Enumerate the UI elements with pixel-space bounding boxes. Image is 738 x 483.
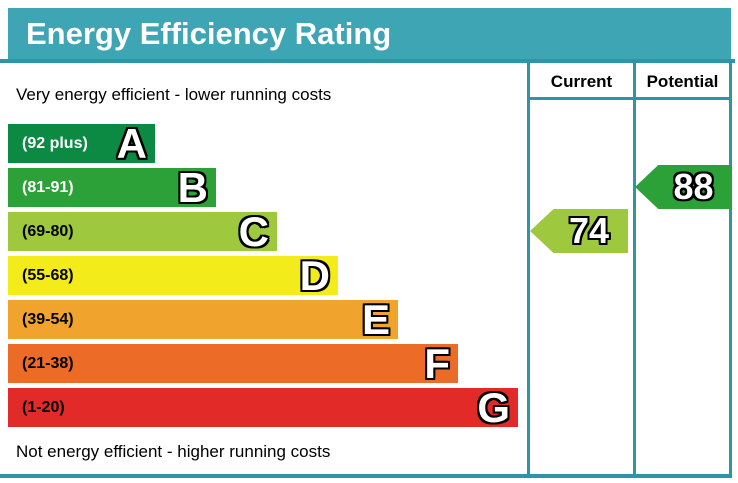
band-b: (81-91) B — [8, 164, 216, 211]
top-border-line — [0, 59, 735, 63]
current-column-left-border — [527, 63, 530, 474]
bottom-border-line — [0, 474, 732, 478]
column-header-current: Current — [550, 72, 613, 91]
band-letter: D — [299, 252, 330, 299]
potential-column-left-border — [633, 63, 636, 474]
band-e: (39-54) E — [8, 296, 398, 343]
band-letter: E — [361, 296, 390, 343]
band-range-label: (21-38) — [22, 354, 74, 372]
potential-rating-value: 88 — [673, 166, 714, 207]
band-letter: B — [177, 164, 208, 211]
band-range-label: (92 plus) — [22, 134, 88, 152]
band-letter: A — [116, 120, 147, 167]
band-letter: F — [424, 340, 450, 387]
band-range-label: (1-20) — [22, 398, 65, 416]
chart-title-bar: Energy Efficiency Rating — [8, 8, 731, 59]
band-c: (69-80) C — [8, 208, 277, 255]
table-right-border — [729, 63, 732, 474]
chart-title: Energy Efficiency Rating — [26, 15, 392, 51]
column-header-potential: Potential — [646, 72, 719, 91]
header-underline — [527, 97, 732, 100]
band-range-label: (69-80) — [22, 222, 74, 240]
current-rating-value: 74 — [568, 210, 610, 251]
band-range-label: (39-54) — [22, 310, 74, 328]
band-letter: G — [477, 384, 510, 431]
band-letter: C — [238, 208, 269, 255]
band-g: (1-20) G — [8, 384, 518, 431]
band-f: (21-38) F — [8, 340, 458, 387]
band-a: (92 plus) A — [8, 120, 155, 167]
band-d: (55-68) D — [8, 252, 338, 299]
potential-rating-arrow: 88 — [635, 165, 732, 209]
band-range-label: (81-91) — [22, 178, 74, 196]
current-rating-arrow: 74 — [530, 209, 628, 253]
caption-not-efficient: Not energy efficient - higher running co… — [16, 442, 331, 461]
caption-very-efficient: Very energy efficient - lower running co… — [16, 85, 332, 104]
band-range-label: (55-68) — [22, 266, 74, 284]
